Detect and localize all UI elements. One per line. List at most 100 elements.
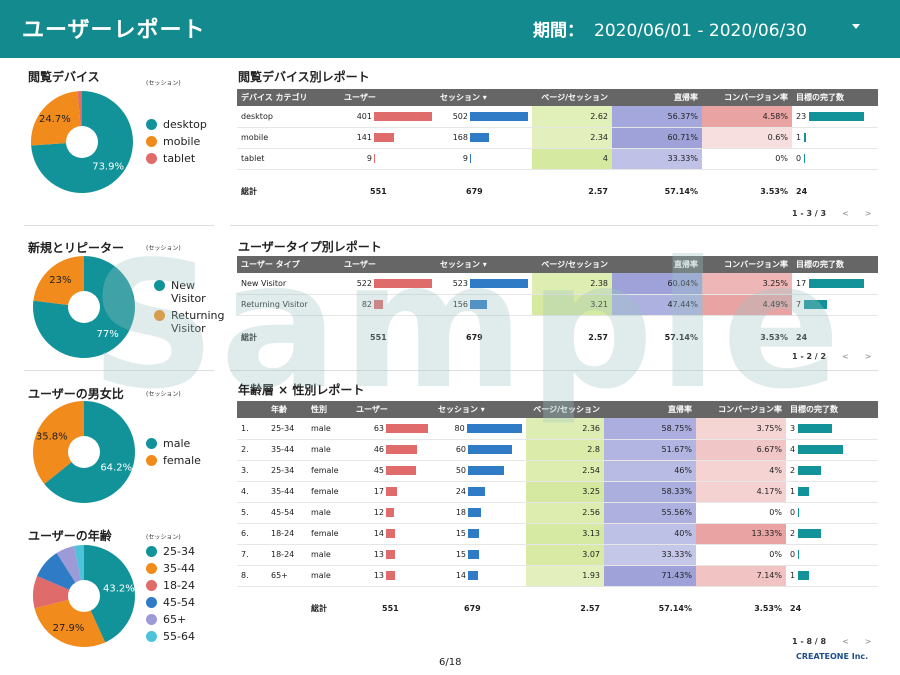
column-header[interactable]: コンバージョン率 <box>702 256 792 273</box>
table-row[interactable]: 5. 45-54 male 12 18 2.56 55.56% 0% 0 <box>237 502 878 524</box>
column-header[interactable]: ユーザー <box>340 89 436 106</box>
column-header[interactable]: ユーザー <box>340 256 436 273</box>
row-index: 3. <box>237 460 267 482</box>
table-row[interactable]: 7. 18-24 male 13 15 3.07 33.33% 0% 0 <box>237 544 878 566</box>
date-range-control[interactable]: 期間： 2020/06/01 - 2020/06/30 <box>533 16 807 41</box>
bar-fill <box>386 550 395 559</box>
column-header[interactable]: ユーザー <box>352 401 434 418</box>
bounce-rate-cell: 46% <box>604 460 696 482</box>
legend-item[interactable]: desktop <box>146 118 207 131</box>
table-row[interactable]: 2. 35-44 male 46 60 2.8 51.67% 6.67% 4 <box>237 439 878 461</box>
bar-value: 0 <box>790 550 796 559</box>
table-row[interactable]: desktop 401 502 2.62 56.37% 4.58% 23 <box>237 106 878 128</box>
pie-slice-female <box>32 401 84 485</box>
legend-item[interactable]: male <box>146 437 201 450</box>
type-table-pager: 1 - 2 / 2 < > <box>792 352 872 361</box>
table-row[interactable]: Returning Visitor 82 156 3.21 47.44% 4.49% 7 <box>237 294 878 316</box>
bar-cell: 14 <box>438 571 522 580</box>
bar-value: 15 <box>455 529 466 538</box>
legend-item[interactable]: 25-34 <box>146 545 195 558</box>
row-index: 6. <box>237 523 267 545</box>
table-row[interactable]: 4. 35-44 female 17 24 3.25 58.33% 4.17% 1 <box>237 481 878 503</box>
column-header[interactable]: セッション ▾ <box>434 401 526 418</box>
column-header[interactable]: 目標の完了数 <box>792 89 878 106</box>
chevron-down-icon[interactable] <box>852 24 860 29</box>
legend-item[interactable]: female <box>146 454 201 467</box>
legend-item[interactable]: 45-54 <box>146 596 195 609</box>
column-header[interactable]: 目標の完了数 <box>792 256 878 273</box>
legend-item[interactable]: tablet <box>146 152 207 165</box>
column-header[interactable]: ユーザー タイプ <box>237 256 340 273</box>
column-header[interactable]: ページ/セッション <box>532 89 612 106</box>
conversion-rate-cell: 7.14% <box>696 565 786 587</box>
page-number: 6/18 <box>439 657 462 668</box>
period-value: 2020/06/01 - 2020/06/30 <box>594 21 807 41</box>
total-spacer <box>237 586 267 630</box>
next-page-icon[interactable]: > <box>864 352 872 361</box>
column-header[interactable]: デバイス カテゴリ <box>237 89 340 106</box>
column-header[interactable]: コンバージョン率 <box>702 89 792 106</box>
legend-item[interactable]: 35-44 <box>146 562 195 575</box>
legend-item[interactable]: New Visitor <box>154 279 229 305</box>
table-row[interactable]: 8. 65+ male 13 14 1.93 71.43% 7.14% 1 <box>237 565 878 587</box>
bar-cell: 80 <box>438 423 522 433</box>
sessions-cell: 15 <box>434 544 526 566</box>
column-header[interactable]: 直帰率 <box>612 256 702 273</box>
table-total-row: 総計 551 679 2.57 57.14% 3.53% 24 <box>237 315 878 359</box>
legend-item[interactable]: 65+ <box>146 613 195 626</box>
column-header[interactable]: コンバージョン率 <box>696 401 786 418</box>
bar-value: 502 <box>452 111 468 121</box>
bar-fill <box>374 300 383 309</box>
bar-value: 401 <box>356 111 372 121</box>
prev-page-icon[interactable]: < <box>842 352 849 361</box>
bar-value: 1 <box>790 487 796 496</box>
column-header[interactable]: セッション ▾ <box>436 256 532 273</box>
sessions-cell: 156 <box>436 294 532 316</box>
users-cell: 13 <box>352 565 434 587</box>
bar-cell: 23 <box>796 111 874 121</box>
bar-value: 13 <box>373 571 384 580</box>
column-header[interactable]: セッション ▾ <box>436 89 532 106</box>
conversion-rate-cell: 6.67% <box>696 439 786 461</box>
prev-page-icon[interactable]: < <box>842 637 849 646</box>
table-header-row: 年齢 性別 ユーザー セッション ▾ ページ/セッション 直帰率 コンバージョン率 目標の完了… <box>237 401 878 418</box>
legend-item[interactable]: mobile <box>146 135 207 148</box>
device-legend: desktop mobile tablet <box>146 118 207 169</box>
table-row[interactable]: 6. 18-24 female 14 15 3.13 40% 13.33% 2 <box>237 523 878 545</box>
divider <box>230 225 878 226</box>
table-row[interactable]: 1. 25-34 male 63 80 2.36 58.75% 3.75% 3 <box>237 418 878 440</box>
users-cell: 63 <box>352 418 434 440</box>
table-row[interactable]: tablet 9 9 4 33.33% 0% 0 <box>237 148 878 170</box>
users-cell: 141 <box>340 127 436 149</box>
pages-per-session-cell: 2.38 <box>532 273 612 295</box>
goal-completions-cell: 0 <box>786 544 878 566</box>
bar-cell: 46 <box>356 445 430 454</box>
column-header[interactable]: 目標の完了数 <box>786 401 878 418</box>
conversion-rate-cell: 13.33% <box>696 523 786 545</box>
next-page-icon[interactable]: > <box>864 637 872 646</box>
column-header[interactable]: ページ/セッション <box>532 256 612 273</box>
column-header[interactable]: 年齢 <box>267 401 307 418</box>
legend-item[interactable]: 55-64 <box>146 630 195 643</box>
category-cell: tablet <box>237 148 340 170</box>
total-sessions: 679 <box>466 332 483 342</box>
table-row[interactable]: mobile 141 168 2.34 60.71% 0.6% 1 <box>237 127 878 149</box>
bar-fill <box>470 133 489 142</box>
bounce-rate-cell: 60.71% <box>612 127 702 149</box>
sessions-cell: 168 <box>436 127 532 149</box>
column-header[interactable] <box>237 401 267 418</box>
column-header[interactable]: ページ/セッション <box>526 401 604 418</box>
column-header[interactable]: 直帰率 <box>604 401 696 418</box>
bar-fill <box>468 571 478 580</box>
column-header[interactable]: 直帰率 <box>612 89 702 106</box>
next-page-icon[interactable]: > <box>864 209 872 218</box>
divider <box>24 225 214 226</box>
bar-fill <box>386 487 397 496</box>
prev-page-icon[interactable]: < <box>842 209 849 218</box>
table-row[interactable]: 3. 25-34 female 45 50 2.54 46% 4% 2 <box>237 460 878 482</box>
table-row[interactable]: New Visitor 522 523 2.38 60.04% 3.25% 17 <box>237 273 878 295</box>
bar-fill <box>386 571 395 580</box>
column-header[interactable]: 性別 <box>307 401 352 418</box>
legend-item[interactable]: Returning Visitor <box>154 309 229 335</box>
legend-item[interactable]: 18-24 <box>146 579 195 592</box>
